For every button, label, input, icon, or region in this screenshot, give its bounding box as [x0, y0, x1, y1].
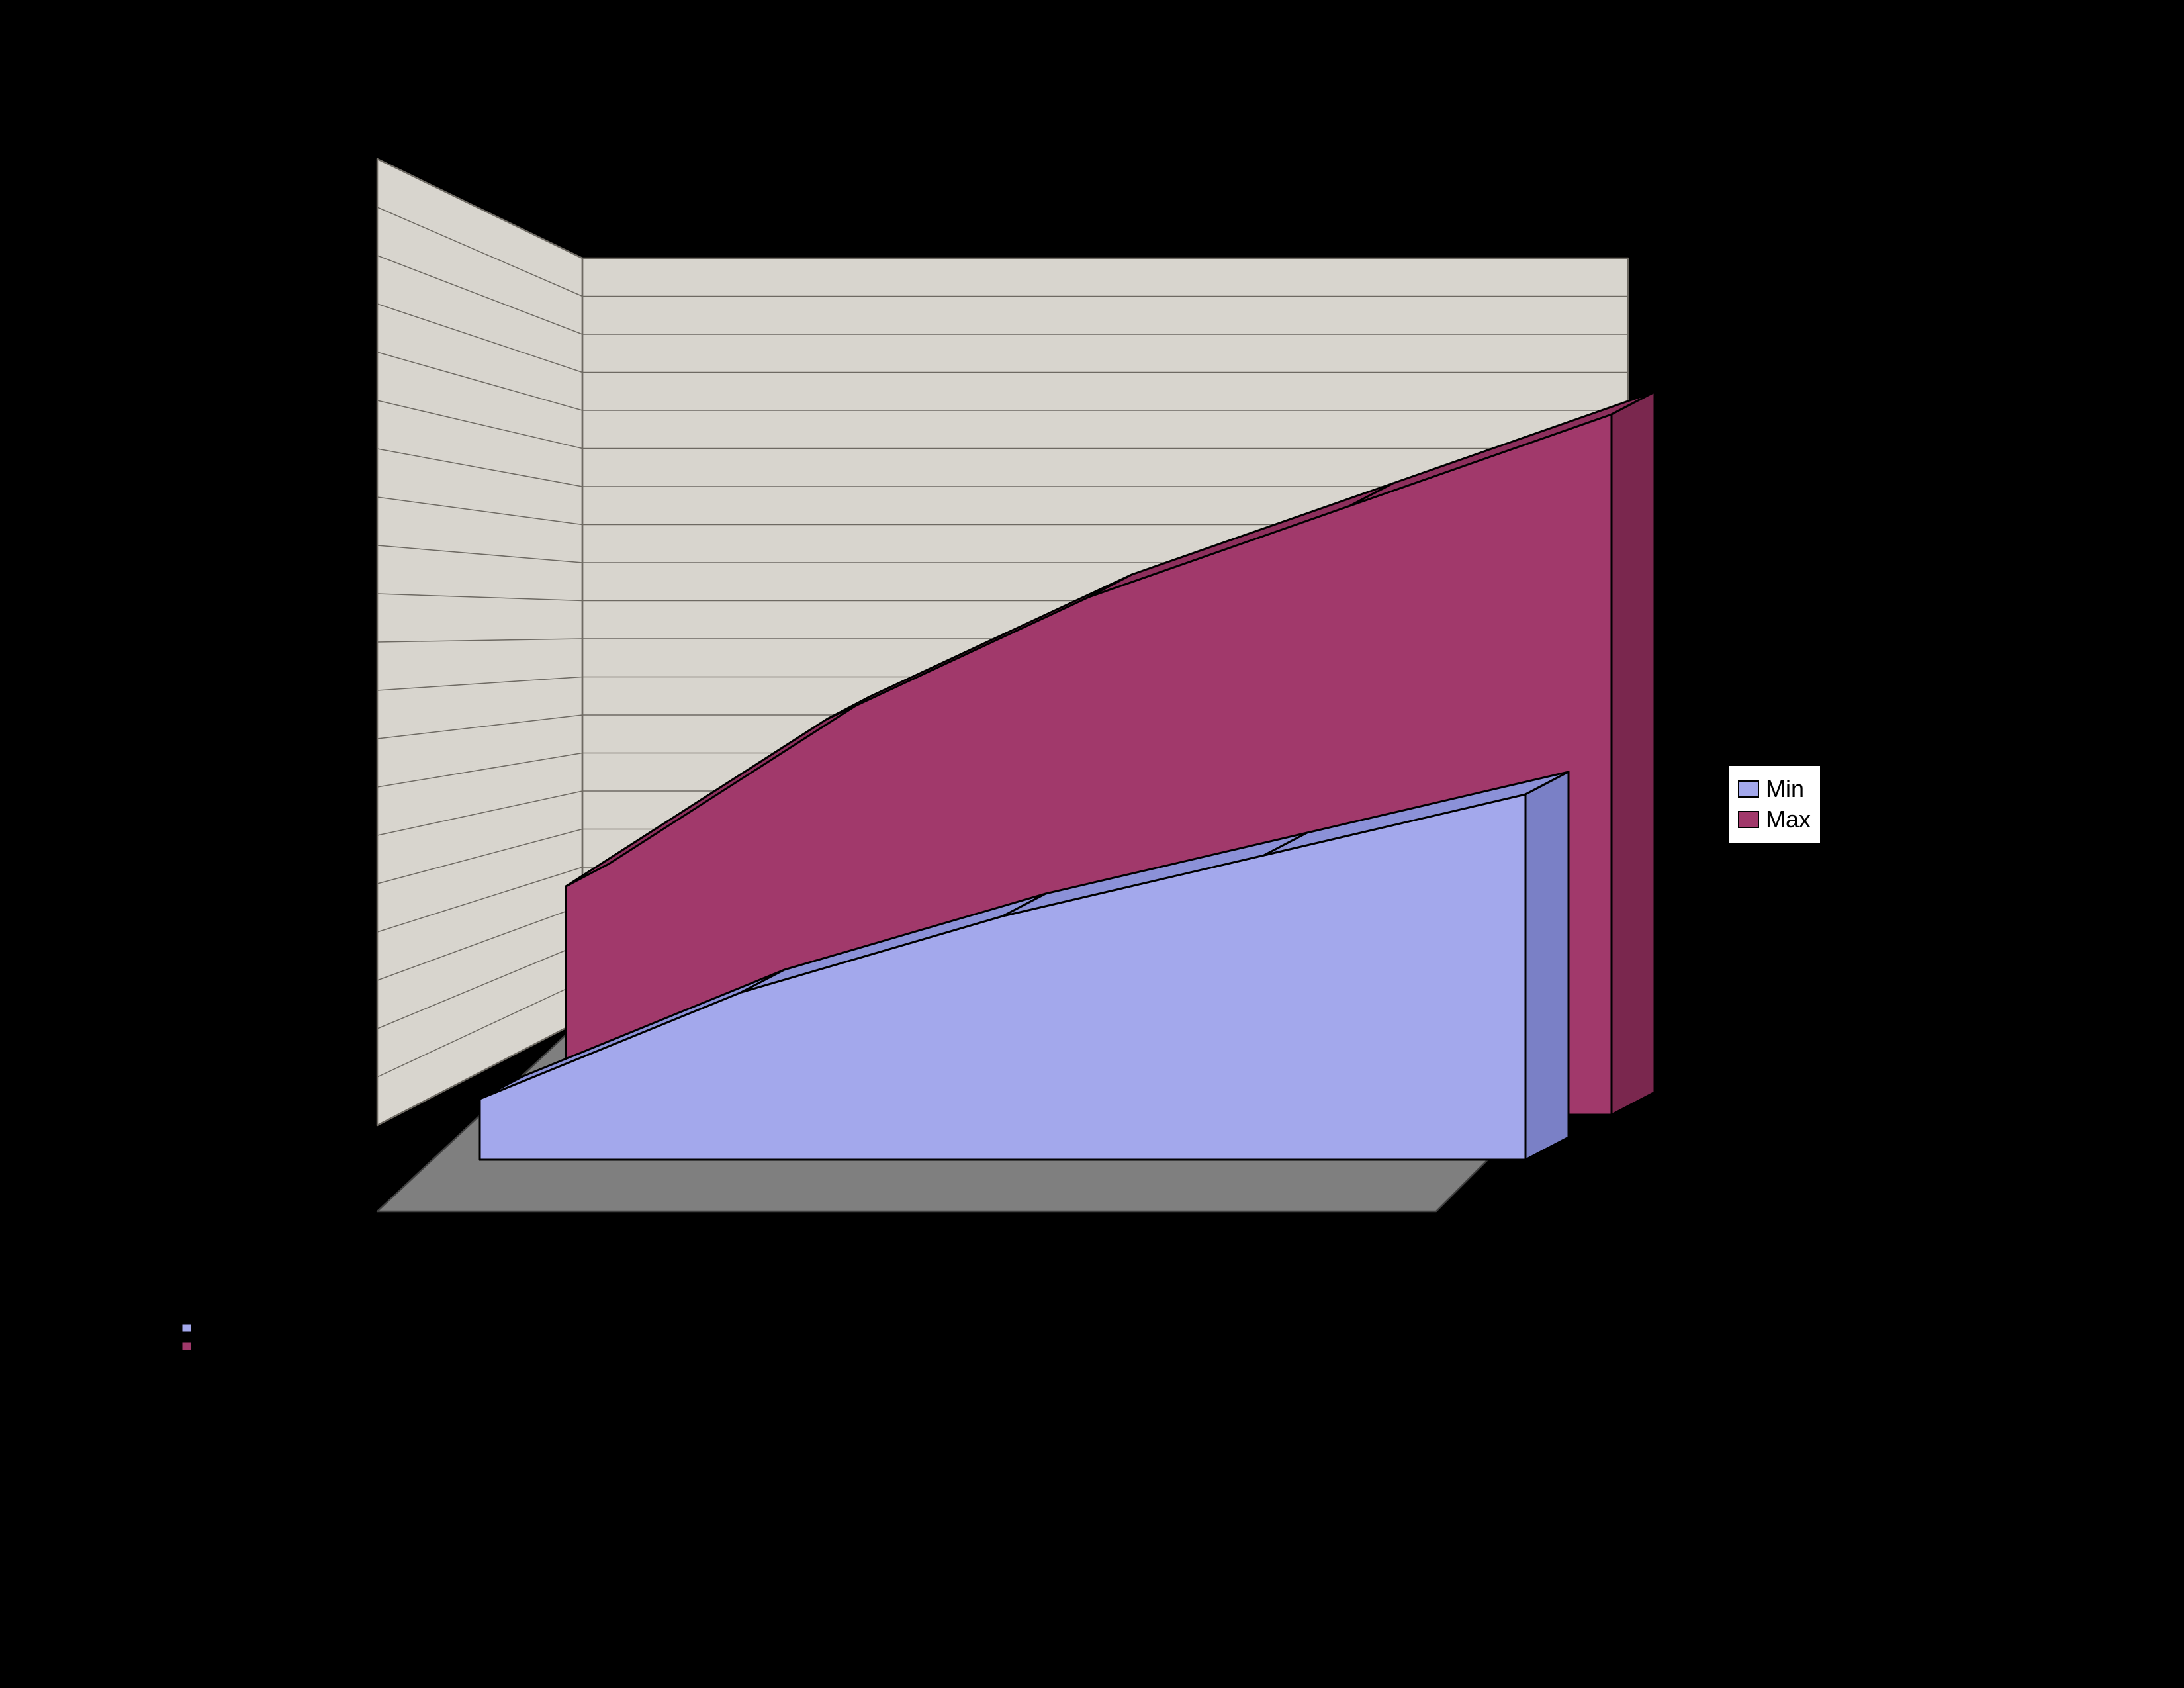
- chart-3d-area: Min Max: [0, 0, 2184, 1688]
- legend-label: Max: [1766, 806, 1811, 833]
- legend-item: Max: [1738, 806, 1811, 833]
- legend-swatch: [1738, 780, 1759, 798]
- chart-svg: [0, 0, 2184, 1688]
- legend: Min Max: [1727, 765, 1821, 844]
- legend-item: Min: [1738, 775, 1811, 803]
- legend-label: Min: [1766, 775, 1804, 803]
- legend-swatch: [1738, 811, 1759, 828]
